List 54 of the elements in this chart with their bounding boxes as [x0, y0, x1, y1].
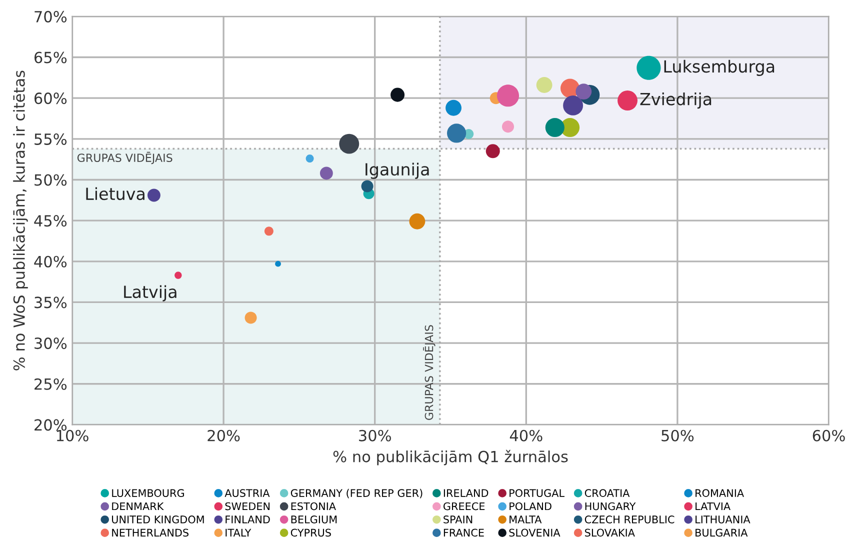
y-tick-label: 65%	[34, 52, 67, 64]
ref-line-label: GRUPAS VIDĒJAIS	[77, 152, 172, 164]
legend-label: POLAND	[510, 502, 552, 510]
legend-label: LITHUANIA	[696, 516, 750, 524]
y-axis-title: % no WoS publikācijām, kuras ir citētas	[13, 70, 28, 370]
legend-label: PORTUGAL	[510, 489, 564, 497]
y-tick-label: 40%	[34, 256, 67, 268]
annotation: Latvija	[124, 285, 176, 302]
y-tick-label: 50%	[34, 174, 67, 186]
legend-label: GERMANY (FED REP GER)	[290, 488, 422, 498]
legend-label: SPAIN	[444, 516, 472, 524]
x-axis-title: % no publikācijām Q1 žurnālos	[333, 450, 568, 466]
y-tick-label: 60%	[34, 92, 67, 104]
legend-label: LATVIA	[696, 502, 730, 510]
annotation: Luksemburga	[664, 60, 774, 76]
legend-label: BELGIUM	[291, 516, 337, 524]
y-tick-label: 45%	[34, 215, 67, 227]
legend-label: UNITED KINGDOM	[112, 516, 204, 524]
legend-label: DENMARK	[112, 502, 164, 510]
annotation: Zviedrija	[640, 92, 712, 109]
legend-label: BULGARIA	[696, 528, 748, 537]
legend-label: NETHERLANDS	[112, 528, 188, 537]
legend-label: SWEDEN	[225, 502, 270, 510]
ref-line-label: GRUPAS VIDĒJAIS	[423, 325, 436, 420]
annotation: Lietuva	[86, 187, 144, 200]
legend-label: SLOVENIA	[509, 528, 560, 537]
y-tick-label: 20%	[34, 419, 67, 431]
x-tick-label: 20%	[208, 430, 240, 442]
annotation: Igaunija	[366, 162, 429, 179]
legend-label: CYPRUS	[290, 528, 331, 537]
x-tick-label: 40%	[510, 430, 542, 442]
legend-label: LUXEMBOURG	[112, 489, 184, 497]
legend-label: IRELAND	[444, 489, 488, 497]
legend-label: FINLAND	[226, 516, 270, 524]
legend-label: CROATIA	[584, 489, 630, 497]
y-tick-label: 35%	[34, 296, 67, 308]
legend-label: ESTONIA	[291, 502, 336, 510]
legend-label: CZECH REPUBLIC	[584, 516, 674, 524]
y-tick-label: 30%	[34, 338, 67, 350]
legend-label: HUNGARY	[585, 502, 636, 510]
y-tick-label: 25%	[34, 378, 67, 390]
y-tick-label: 55%	[34, 133, 67, 145]
x-tick-label: 60%	[812, 430, 845, 442]
legend-label: AUSTRIA	[224, 489, 270, 497]
x-tick-label: 10%	[56, 430, 88, 442]
x-tick-label: 30%	[359, 430, 391, 442]
legend-label: ITALY	[226, 528, 252, 536]
legend-label: SLOVAKIA	[585, 528, 635, 537]
x-tick-label: 50%	[662, 430, 694, 442]
legend-label: FRANCE	[444, 528, 484, 537]
legend-label: ROMANIA	[696, 489, 744, 497]
legend-label: MALTA	[510, 516, 542, 524]
y-tick-label: 70%	[34, 10, 67, 22]
legend-label: GREECE	[444, 502, 485, 510]
